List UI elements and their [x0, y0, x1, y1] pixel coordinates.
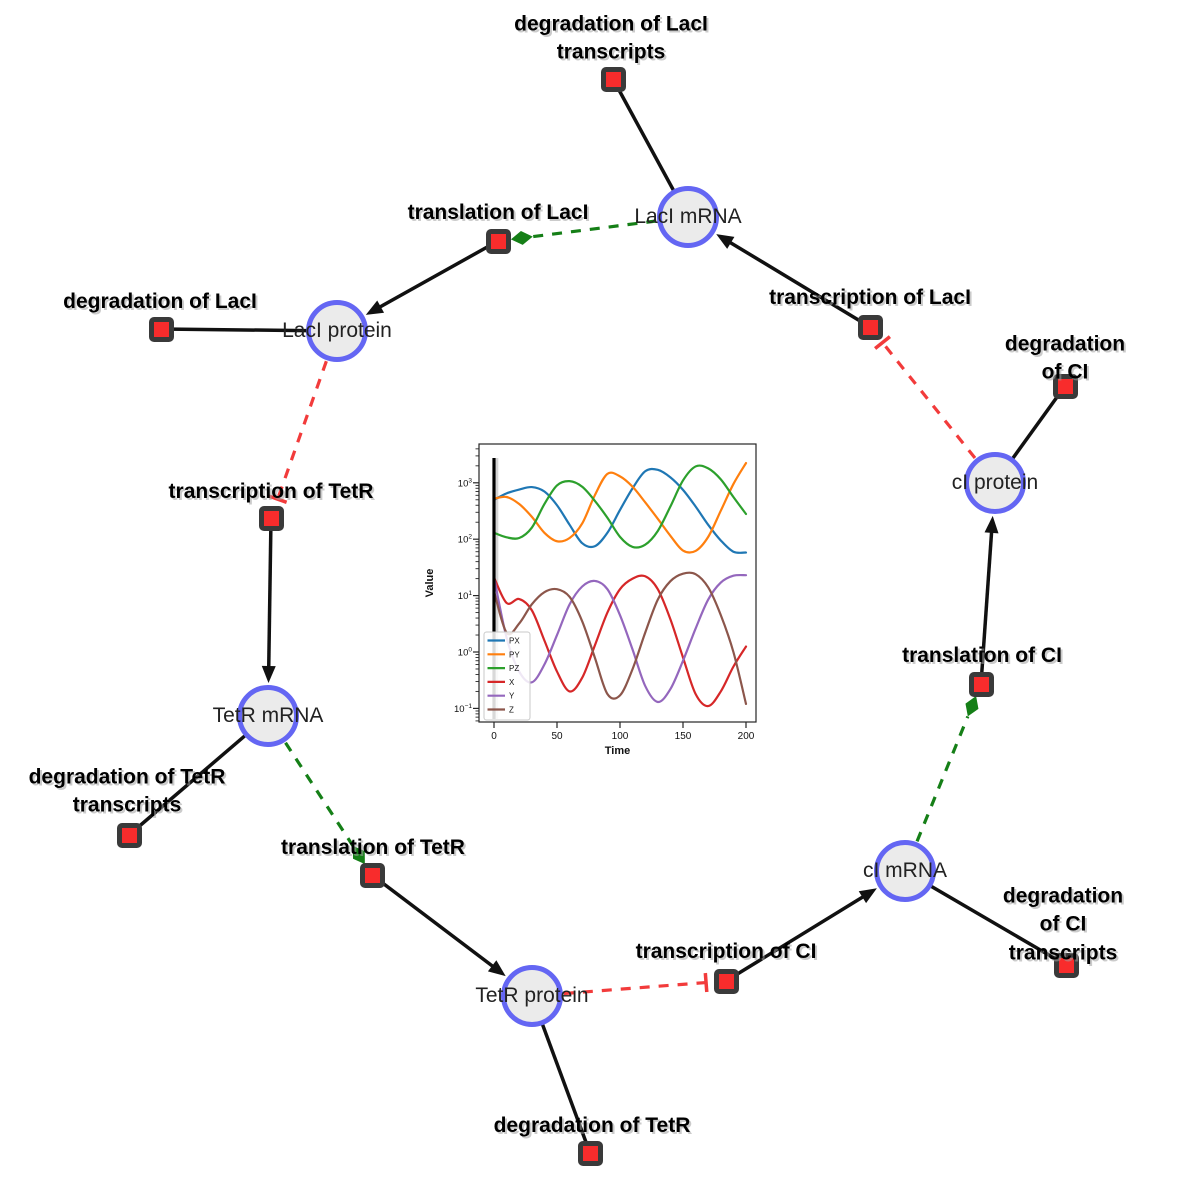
- svg-text:50: 50: [551, 731, 563, 742]
- reaction-node-deg-tetr-transcripts[interactable]: [116, 822, 142, 848]
- x-axis-label: Time: [605, 745, 630, 757]
- reaction-node-transcription-tetr[interactable]: [258, 505, 284, 531]
- svg-text:150: 150: [675, 731, 692, 742]
- series-PX: [492, 467, 748, 554]
- species-node-laci-protein[interactable]: [306, 300, 368, 362]
- legend-label-PZ: PZ: [509, 664, 519, 673]
- legend-label-Z: Z: [509, 706, 514, 715]
- legend-label-PY: PY: [509, 650, 520, 659]
- edge-transcription-ci-to-ci-mrna: [725, 888, 877, 983]
- svg-text:200: 200: [738, 731, 755, 742]
- edge-ci-mrna-to-translation-ci: [915, 696, 979, 842]
- legend-label-X: X: [509, 678, 515, 687]
- reaction-node-translation-ci[interactable]: [968, 671, 994, 697]
- reaction-node-deg-tetr[interactable]: [577, 1140, 603, 1166]
- reaction-node-deg-ci-transcripts[interactable]: [1053, 952, 1079, 978]
- edge-deg-ci-transcripts-to-ci-mrna: [904, 869, 1067, 967]
- y-axis-ticks: 10−1 100 101 102 103: [454, 448, 479, 722]
- y-axis-label: Value: [424, 569, 436, 598]
- edge-ci-protein-to-transcription-laci: [873, 335, 977, 460]
- edge-translation-tetr-to-tetr-protein: [370, 873, 506, 977]
- svg-text:0: 0: [491, 731, 497, 742]
- edge-translation-ci-to-ci-protein: [979, 515, 999, 685]
- species-node-ci-protein[interactable]: [964, 452, 1026, 514]
- plot-legend: PX PY PZ XYZ: [483, 631, 531, 721]
- series-Z: [492, 571, 748, 706]
- edge-transcription-laci-to-laci-mrna: [716, 234, 871, 329]
- reaction-node-translation-laci[interactable]: [485, 228, 511, 254]
- reaction-node-deg-ci[interactable]: [1052, 373, 1078, 399]
- edge-translation-laci-to-laci-protein: [365, 239, 499, 315]
- svg-text:100: 100: [612, 731, 629, 742]
- edge-tetr-protein-to-transcription-ci: [563, 972, 709, 996]
- svg-text:100: 100: [458, 647, 473, 659]
- reaction-node-transcription-laci[interactable]: [857, 314, 883, 340]
- reaction-node-translation-tetr[interactable]: [359, 862, 385, 888]
- svg-text:102: 102: [458, 534, 473, 546]
- reaction-node-transcription-ci[interactable]: [713, 968, 739, 994]
- species-node-tetr-protein[interactable]: [501, 965, 563, 1027]
- svg-text:101: 101: [458, 590, 473, 602]
- svg-text:103: 103: [458, 477, 473, 489]
- edge-transcription-tetr-to-tetr-mrna: [261, 517, 276, 684]
- svg-text:10−1: 10−1: [454, 703, 472, 715]
- species-node-ci-mrna[interactable]: [874, 840, 936, 902]
- edge-tetr-mrna-to-translation-tetr: [284, 741, 365, 865]
- plot-frame: [478, 443, 757, 723]
- series-X: [492, 574, 748, 708]
- edge-laci-mrna-to-translation-laci: [510, 219, 657, 245]
- edge-laci-protein-to-transcription-tetr: [268, 360, 328, 504]
- species-node-tetr-mrna[interactable]: [237, 685, 299, 747]
- species-node-laci-mrna[interactable]: [657, 186, 719, 248]
- series-Y: [492, 573, 748, 704]
- legend-label-Y: Y: [509, 692, 515, 701]
- series-PZ: [492, 464, 748, 549]
- x-axis-ticks: 0 50 100 150 200: [491, 722, 755, 742]
- reaction-node-deg-laci-transcripts[interactable]: [600, 66, 626, 92]
- legend-label-PX: PX: [509, 637, 520, 646]
- reaction-node-deg-laci[interactable]: [148, 316, 174, 342]
- plot-curves: [492, 461, 748, 708]
